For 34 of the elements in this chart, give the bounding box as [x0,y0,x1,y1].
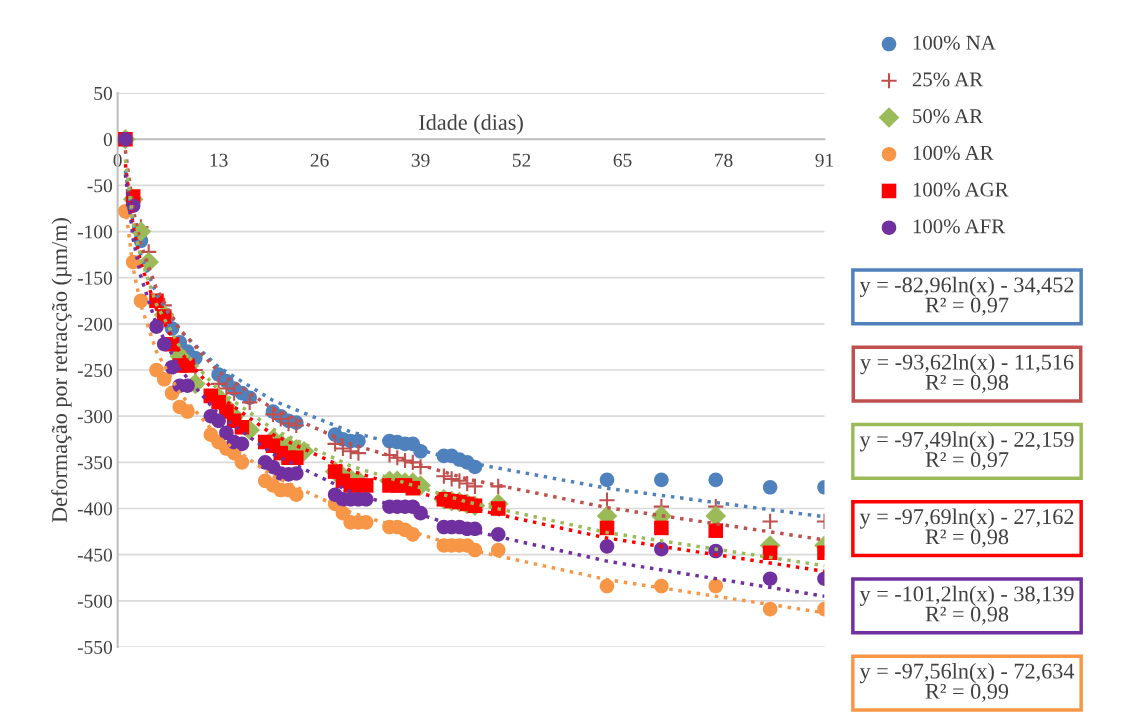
y-tick-label: -450 [77,548,113,562]
text: y = -82,96ln(x) - 34,452 R² = 0,97 [859,276,1074,316]
y-tick-label: -100 [77,225,113,239]
x-tick-label: 26 [310,153,329,167]
text: y = -97,56ln(x) - 72,634 R² = 0,99 [859,662,1075,703]
y-tick-label: -150 [77,271,113,285]
text: y = -97,49ln(x) - 22,159 R² = 0,97 [859,431,1074,471]
y-tick-label: -550 [77,640,113,654]
legend-label: 100% NA [913,35,996,50]
y-tick-label: -200 [77,317,113,331]
x-tick-label: 52 [512,153,531,167]
x-tick-label: 91 [815,153,834,167]
legend-label: 50% AR [913,109,984,124]
legend-label: 100% AR [913,145,994,160]
x-axis-title: Idade (dias) [419,114,523,135]
text: y = -97,69ln(x) - 27,162 R² = 0,98 [859,508,1074,548]
y-axis-title: Deformação por retracção (µm/m) [51,218,72,523]
y-tick-label: -350 [77,456,113,470]
legend-label: 100% AGR [913,182,1009,197]
legend-label: 100% AFR [913,219,1006,234]
x-tick-label: 65 [613,153,632,167]
x-tick-label: 39 [411,153,430,167]
y-tick-label: -300 [77,410,113,424]
y-tick-label: -250 [77,363,113,377]
y-tick-label: -400 [77,502,113,516]
x-tick-label: 78 [715,153,733,167]
y-tick-label: -50 [87,179,113,193]
y-tick-label: 0 [103,133,113,147]
y-tick-label: -500 [77,594,113,608]
legend-label: 25% AR [912,72,984,87]
x-tick-label: 13 [210,153,228,167]
text: y = -93,62ln(x) - 11,516 R² = 0,98 [860,353,1074,394]
text: y = -101,2ln(x) - 38,139 R² = 0,98 [859,585,1074,625]
y-tick-label: 50 [94,86,113,100]
